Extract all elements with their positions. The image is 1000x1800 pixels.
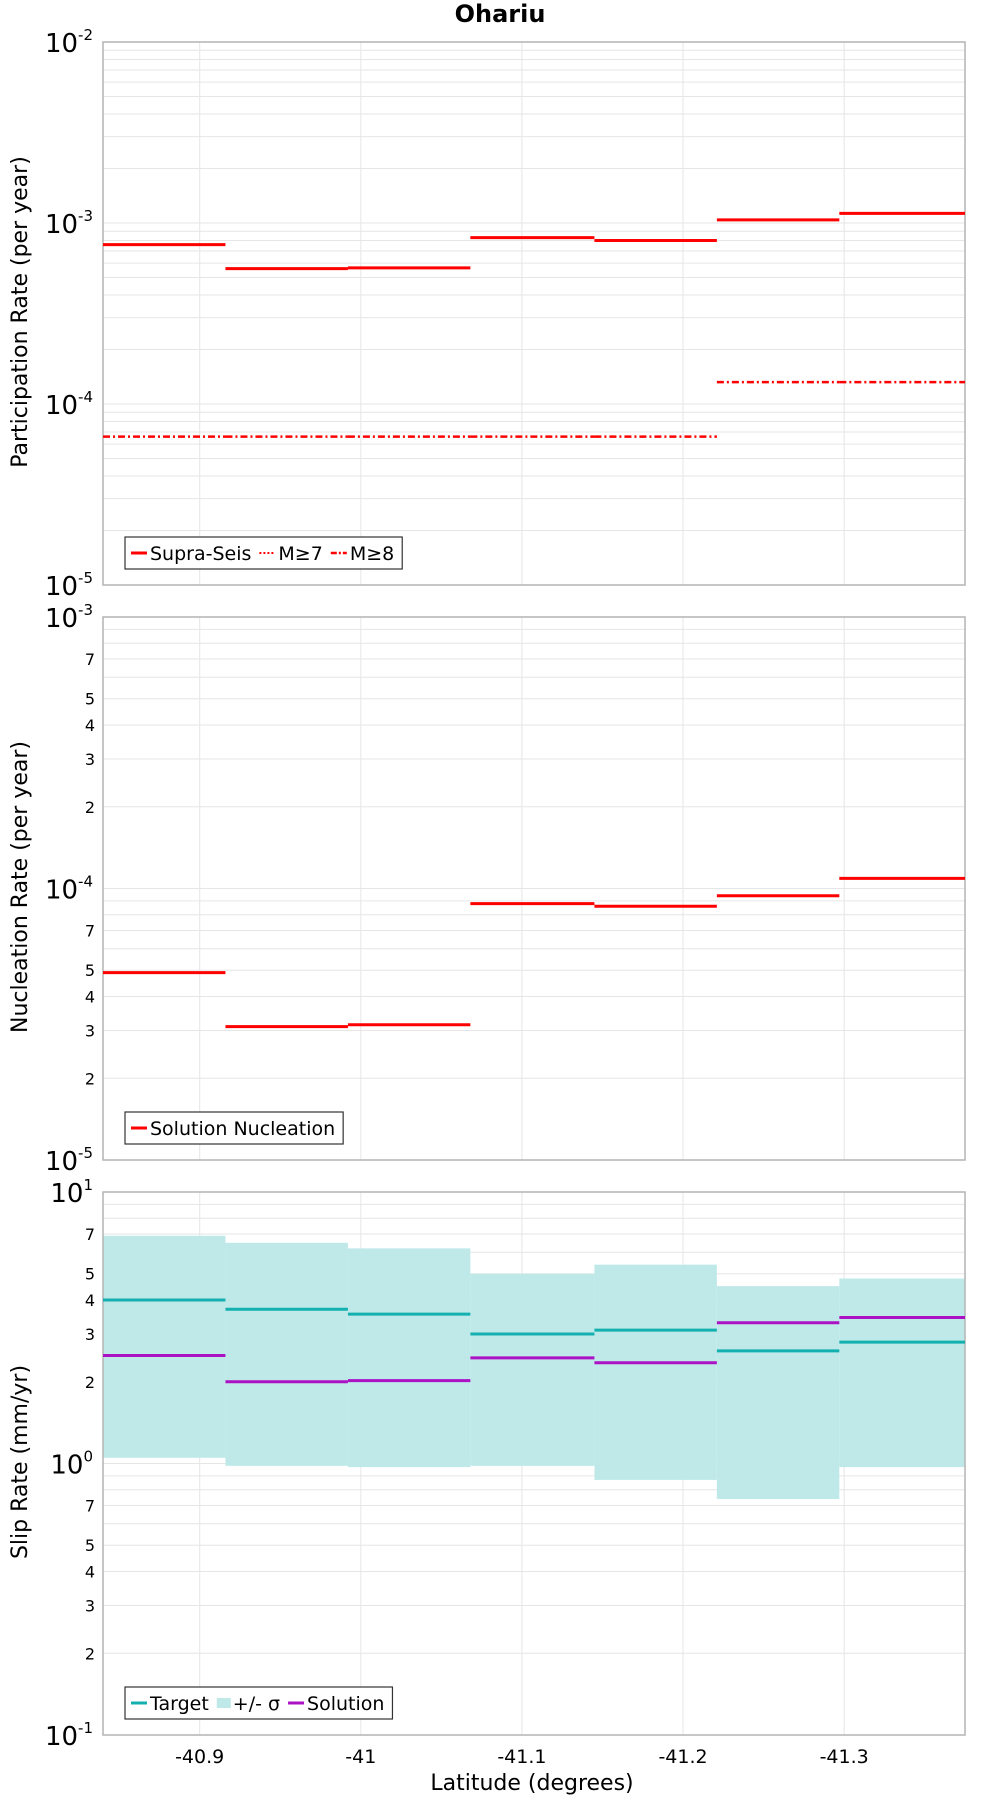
legend-label: M≥7: [278, 543, 322, 565]
sigma-band-segment: [716, 1286, 840, 1500]
y-tick-label: 101: [50, 1176, 93, 1209]
x-tick-label: -40.9: [175, 1746, 224, 1768]
x-tick-label: -41.3: [820, 1746, 869, 1768]
legend-swatch: [216, 1698, 231, 1708]
y-minor-tick-label: 3: [85, 1596, 95, 1615]
y-axis-label-participation: Participation Rate (per year): [8, 156, 33, 468]
y-minor-tick-label: 4: [85, 1291, 95, 1310]
y-minor-tick-label: 5: [85, 961, 95, 980]
chart-title: Ohariu: [455, 0, 546, 28]
y-tick-label: 10-5: [45, 1144, 93, 1177]
y-minor-tick-label: 5: [85, 690, 95, 709]
nucleation-panel: 10-3 10-4 10-5 2 3 4 5 7 2 3 4 5 7 Solution Nucleatio…: [45, 601, 966, 1177]
y-minor-tick-label: 5: [85, 1536, 95, 1555]
y-minor-tick-label: 7: [85, 922, 95, 941]
y-minor-tick-label: 4: [85, 988, 95, 1007]
y-tick-label: 10-2: [45, 26, 93, 59]
legend-box: [124, 1111, 344, 1145]
sigma-band-segment: [470, 1273, 595, 1466]
y-tick-label: 10-1: [45, 1719, 93, 1752]
y-tick-label: 100: [50, 1448, 93, 1481]
y-tick-label: 10-3: [45, 601, 93, 634]
legend-label: Target: [149, 1693, 209, 1715]
y-minor-tick-label: 7: [85, 650, 95, 669]
y-minor-tick-label: 4: [85, 1563, 95, 1582]
y-minor-tick-label: 2: [85, 1644, 95, 1663]
plot-frame: [102, 616, 966, 1161]
y-axis-label-slip-rate: Slip Rate (mm/yr): [8, 1365, 33, 1559]
x-tick-label: -41: [345, 1746, 376, 1768]
legend-label: +/- σ: [233, 1693, 280, 1715]
sigma-band-segment: [594, 1264, 717, 1480]
y-minor-tick-label: 3: [85, 1325, 95, 1344]
y-minor-tick-label: 2: [85, 1373, 95, 1392]
y-minor-tick-label: 7: [85, 1497, 95, 1516]
sigma-band-segment: [839, 1278, 965, 1468]
participation-panel: 10-2 10-3 10-4 10-5 Supra-Seis M≥7 M≥8: [45, 26, 966, 602]
y-minor-tick-label: 2: [85, 1069, 95, 1088]
y-minor-tick-label: 7: [85, 1225, 95, 1244]
legend-label: Supra-Seis: [150, 543, 251, 565]
y-tick-label: 10-4: [45, 873, 93, 906]
x-tick-label: -41.1: [497, 1746, 546, 1768]
y-minor-tick-label: 3: [85, 750, 95, 769]
sigma-band-segment: [347, 1248, 471, 1468]
y-minor-tick-label: 5: [85, 1265, 95, 1284]
legend-label: Solution Nucleation: [150, 1118, 335, 1140]
legend-label: M≥8: [350, 543, 394, 565]
y-tick-label: 10-3: [45, 207, 93, 240]
slip-rate-panel: 101 100 10-1 2 3 4 5 7 2 3 4 5 7 -40.9 -41 -41.1 -41.2 -4…: [45, 1176, 966, 1768]
sigma-band-segment: [225, 1242, 348, 1466]
y-minor-tick-label: 4: [85, 716, 95, 735]
sigma-band-segment: [103, 1235, 226, 1458]
y-minor-tick-label: 2: [85, 798, 95, 817]
x-tick-label: -41.2: [658, 1746, 707, 1768]
y-minor-tick-label: 3: [85, 1021, 95, 1040]
y-tick-label: 10-5: [45, 569, 93, 602]
y-axis-label-nucleation: Nucleation Rate (per year): [8, 741, 33, 1033]
y-tick-label: 10-4: [45, 388, 93, 421]
plot-frame: [102, 41, 966, 586]
x-axis-label: Latitude (degrees): [430, 1771, 633, 1796]
legend-box: [124, 1686, 394, 1720]
plot-frame: [102, 1191, 966, 1736]
legend-label: Solution: [307, 1693, 384, 1715]
